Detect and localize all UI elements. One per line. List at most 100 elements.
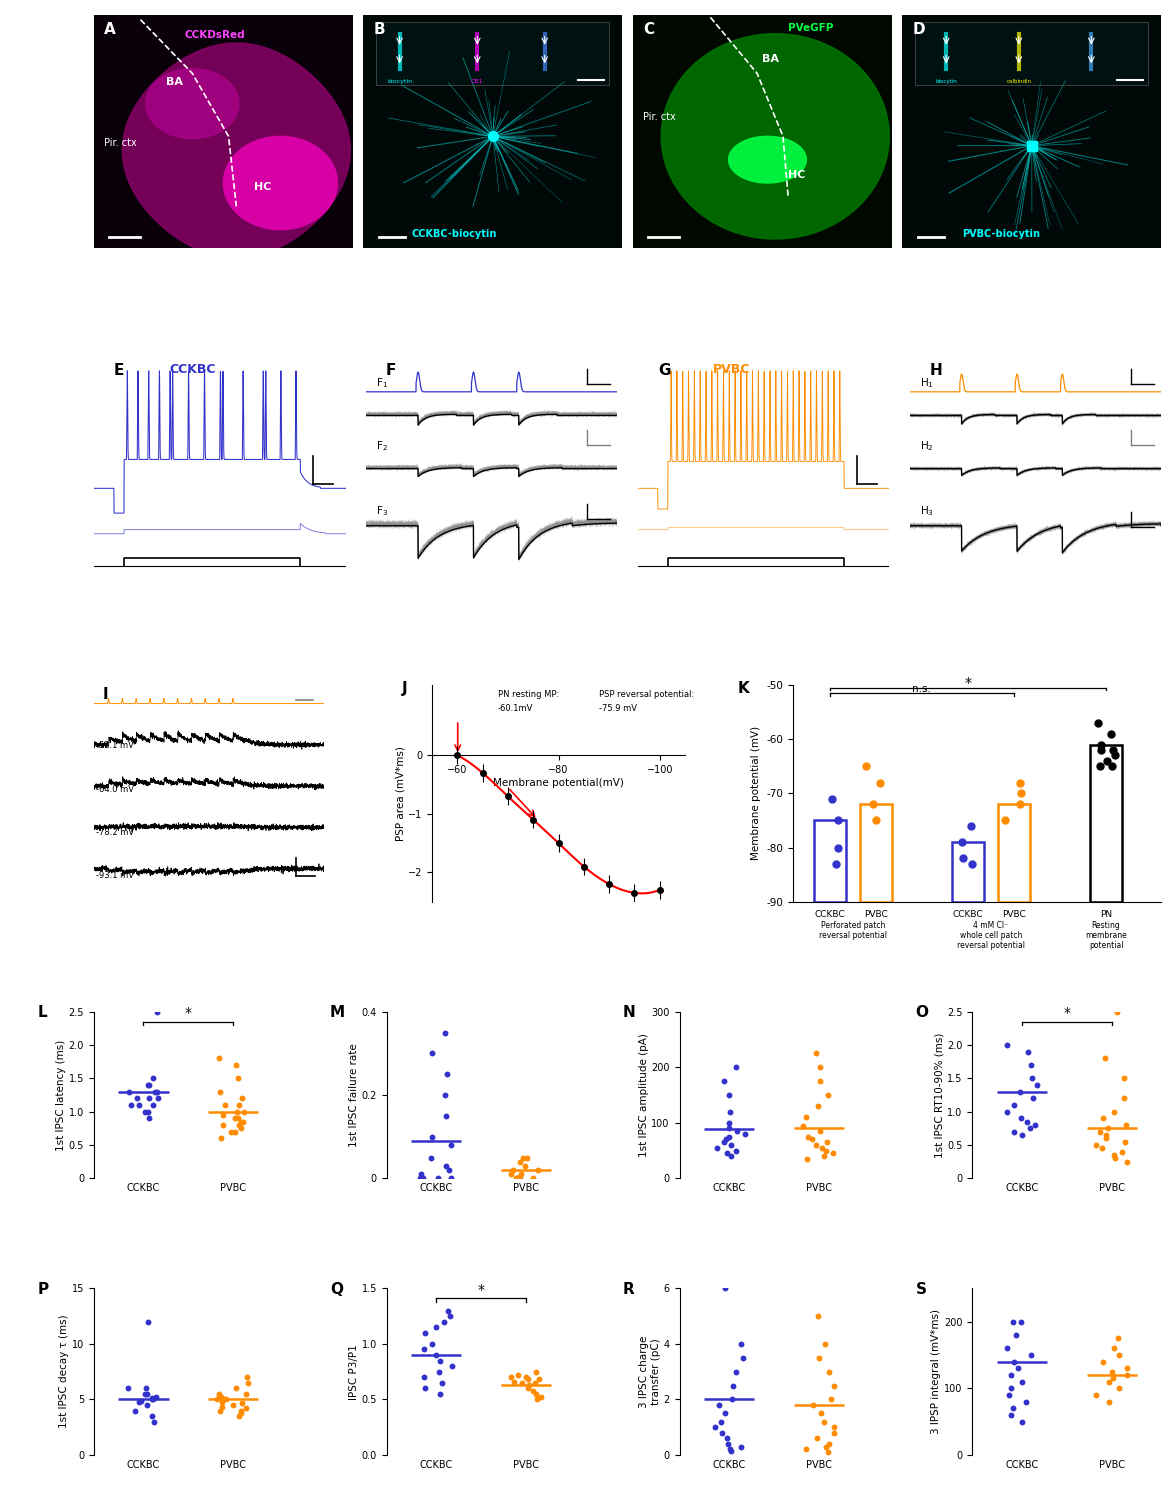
Point [1086,1132,1105,1156]
Point [726,1054,745,1078]
Text: F$_1$: F$_1$ [375,376,388,390]
Point [229,1066,248,1090]
Text: E: E [114,363,124,378]
Point [1093,1107,1112,1131]
Point [422,1146,441,1170]
Text: Pir. ctx: Pir. ctx [643,112,676,122]
Point [816,1138,835,1162]
Point [526,1371,544,1395]
Point [720,1437,739,1461]
Point [516,1365,535,1389]
Point [144,1388,163,1411]
Text: H: H [930,363,942,378]
Point [1114,1066,1133,1090]
Point [1002,1364,1021,1388]
Point [1002,1377,1021,1401]
Point [120,1377,138,1401]
Text: *: * [964,675,971,690]
Point [1011,1310,1030,1334]
Point [719,1112,738,1136]
Point [1004,1094,1023,1118]
Point [518,1377,537,1401]
Point [814,1144,833,1168]
Point [135,1382,154,1406]
Text: PVBC: PVBC [713,363,751,375]
Point [794,1113,813,1137]
Point [997,1336,1016,1360]
Point [121,1094,140,1118]
Text: PN: PN [1100,910,1112,920]
Point [798,1148,816,1172]
Point [804,1394,822,1417]
Point [816,1434,835,1458]
Point [809,1346,828,1370]
Text: -75.9 mV: -75.9 mV [599,704,637,712]
Polygon shape [728,136,806,183]
Point [712,1410,731,1434]
Point [508,1167,527,1191]
Text: F: F [386,363,396,378]
Point [1097,1124,1116,1148]
Point [710,1394,728,1417]
Point [143,1094,162,1118]
Point [1003,1396,1022,1420]
Point [812,1136,830,1160]
Point [415,1365,434,1389]
Text: Q: Q [330,1281,343,1296]
Bar [915,22,1148,86]
Point [825,1420,843,1444]
Point [796,1437,815,1461]
Point [501,1365,520,1389]
Text: D: D [913,22,925,38]
Point [820,1359,839,1383]
Polygon shape [145,69,239,138]
Point [233,1110,252,1134]
Point [136,1377,155,1401]
Point [821,1388,840,1411]
Text: calbindin: calbindin [1006,78,1031,84]
Point [1110,1377,1128,1401]
Text: R: R [623,1281,635,1296]
Text: Resting
membrane
potential: Resting membrane potential [1085,921,1127,951]
Y-axis label: IPSC P3/P1: IPSC P3/P1 [348,1344,359,1400]
Point [809,1094,828,1118]
Point [423,1041,442,1065]
Point [529,1368,548,1392]
Point [734,1346,753,1370]
Point [235,1100,253,1124]
Point [1104,1366,1123,1390]
Text: CB1: CB1 [472,78,483,84]
Point [823,1142,842,1166]
Point [719,1432,738,1456]
Point [436,1104,455,1128]
Point [438,1062,456,1086]
Text: n.s.: n.s. [913,684,931,694]
Point [1104,1336,1123,1360]
Text: 4 mM Cl⁻
whole cell patch
reversal potential: 4 mM Cl⁻ whole cell patch reversal poten… [957,921,1025,951]
Point [222,1119,240,1143]
Point [735,1122,754,1146]
Point [433,1371,452,1395]
Text: CCKBC: CCKBC [169,363,216,375]
Point [148,999,167,1023]
Point [731,1332,750,1356]
Point [429,1359,448,1383]
Point [226,1377,245,1401]
Point [1004,1119,1023,1143]
Point [131,1389,150,1413]
Text: K: K [738,681,750,696]
Point [216,1094,235,1118]
Point [502,1162,521,1186]
Bar [998,804,1030,901]
Text: S: S [916,1281,927,1296]
Point [422,1125,441,1149]
Point [231,1398,250,1422]
Text: PVBC: PVBC [865,910,888,920]
Point [1022,1053,1040,1077]
Point [712,1420,731,1444]
Point [825,1414,843,1438]
Point [508,1167,527,1191]
Point [1105,1143,1124,1167]
Point [523,1167,542,1191]
Point [719,1125,738,1149]
